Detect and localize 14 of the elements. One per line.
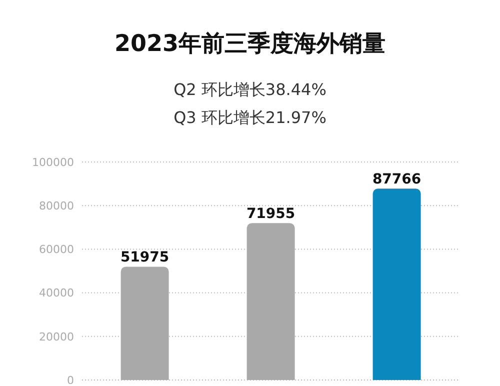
y-tick-label: 60000 xyxy=(39,243,74,256)
y-tick-label: 100000 xyxy=(32,156,74,169)
chart-title: 2023年前三季度海外销量 xyxy=(113,30,386,59)
data-label: 87766 xyxy=(372,172,422,188)
y-tick-label: 20000 xyxy=(39,330,74,344)
data-label: 71955 xyxy=(246,206,296,222)
chart-subtitle: Q2 环比增长38.44% Q3 环比增长21.97% xyxy=(172,80,328,129)
bar xyxy=(246,223,295,380)
y-tick-label: 40000 xyxy=(39,286,74,300)
data-label: 51975 xyxy=(120,250,170,266)
y-tick-label: 0 xyxy=(67,374,74,386)
bar xyxy=(372,188,421,380)
y-tick-label: 80000 xyxy=(39,200,74,213)
bar xyxy=(120,266,169,380)
